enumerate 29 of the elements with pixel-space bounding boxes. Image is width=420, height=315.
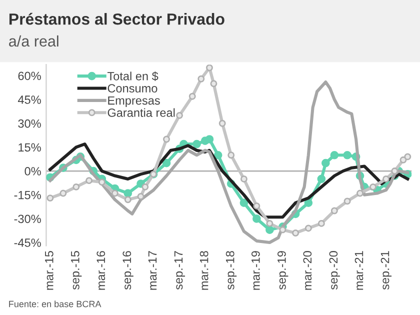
y-tick-label: -45% [14,238,41,247]
x-tick-label: sep.-15 [71,251,82,290]
y-tick-label: -30% [14,214,41,224]
legend-label: Empresas [108,96,160,108]
x-tick-label: sep.-21 [380,251,392,290]
y-tick-label: 45% [18,96,41,104]
legend-label: Consumo [108,84,158,93]
x-tick-label: mar.-19 [251,251,260,290]
chart-subtitle: a/a real [9,35,58,47]
legend-label: Total en $ [107,71,158,82]
x-tick-label: mar.-18 [200,251,208,290]
legend-label: Garantia real [108,108,175,117]
y-tick-label: 30% [18,119,41,128]
x-tick-label: mar.-17 [148,251,157,290]
x-tick-label: mar.-20 [303,251,312,290]
x-tick-label: sep.-19 [277,251,288,290]
x-tick-label: mar.-16 [96,251,106,290]
x-tick-label: sep.-18 [226,251,237,290]
x-tick-label: sep.-17 [174,251,185,290]
source-note: Fuente: en base BCRA [9,300,102,308]
y-tick-label: -15% [14,190,41,200]
y-tick-label: 60% [18,72,41,80]
x-tick-label: mar.-21 [354,251,364,290]
x-tick-label: sep.-20 [329,251,340,290]
x-tick-label: sep.-16 [122,251,134,290]
chart-title: Préstamos al Sector Privado [9,12,224,25]
x-tick-label: mar.-15 [45,251,54,290]
y-tick-label: 15% [18,143,41,152]
y-tick-label: 0% [24,167,41,176]
